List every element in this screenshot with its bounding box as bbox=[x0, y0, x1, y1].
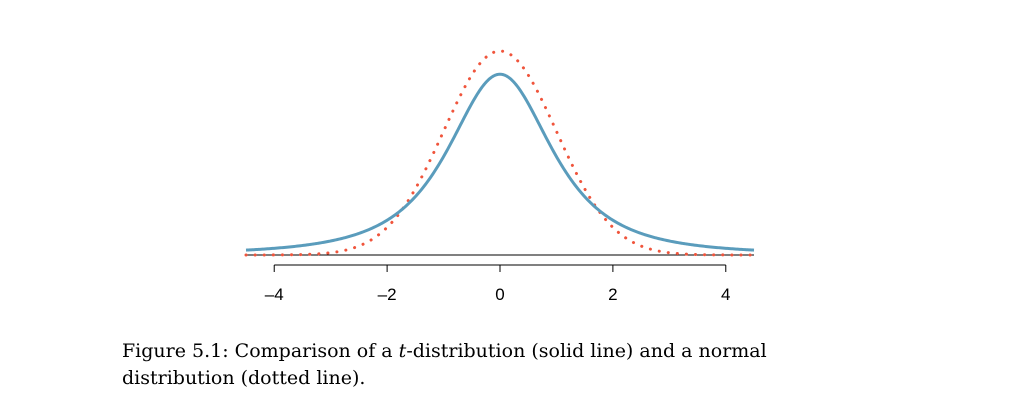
caption-dist-var: t bbox=[398, 340, 407, 362]
caption-prefix: Figure 5.1: Comparison of a bbox=[122, 340, 399, 362]
x-tick-label: 4 bbox=[721, 285, 730, 304]
x-tick-label: –4 bbox=[265, 285, 284, 304]
x-tick-label: 0 bbox=[495, 285, 504, 304]
distribution-chart: –4 –2 0 2 4 bbox=[244, 49, 756, 304]
normal-distribution-curve bbox=[244, 49, 756, 257]
x-axis-ticks: –4 –2 0 2 4 bbox=[265, 265, 731, 304]
caption-suffix: -distribution (solid line) and a normal … bbox=[122, 340, 767, 389]
x-tick-label: 2 bbox=[608, 285, 617, 304]
x-tick-label: –2 bbox=[378, 285, 397, 304]
figure-caption: Figure 5.1: Comparison of a t-distributi… bbox=[122, 338, 882, 392]
t-distribution-curve bbox=[245, 72, 755, 252]
